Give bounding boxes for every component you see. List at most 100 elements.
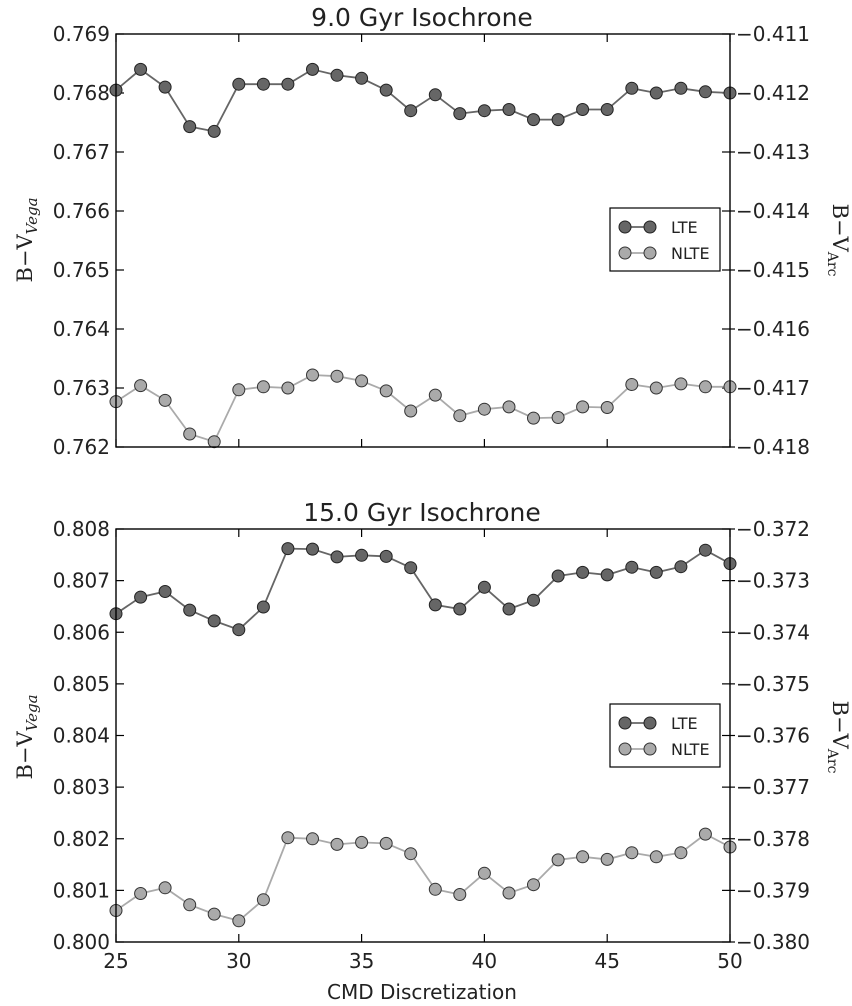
chart-title: 15.0 Gyr Isochrone [303, 498, 541, 527]
data-point-lte [306, 542, 319, 556]
data-point-nlte [576, 400, 590, 414]
y-right-tick-label: −0.379 [736, 878, 810, 902]
data-point-nlte [256, 380, 270, 394]
data-point-nlte [281, 381, 295, 395]
data-point-lte [674, 560, 688, 574]
legend-lte-marker [618, 716, 632, 730]
y-tick-label: 0.762 [53, 435, 110, 459]
y-tick-label: 0.763 [53, 376, 110, 400]
data-point-nlte [232, 914, 246, 928]
data-point-lte [674, 81, 688, 95]
data-point-nlte [355, 374, 369, 388]
data-point-nlte [183, 427, 197, 441]
y-tick-label: 0.801 [53, 878, 110, 902]
series-line-lte [115, 68, 731, 133]
data-point-lte [600, 103, 614, 116]
data-point-lte [158, 585, 172, 598]
data-point-lte [625, 81, 639, 95]
y-right-tick-label: −0.373 [736, 569, 810, 593]
data-point-lte [232, 623, 246, 637]
y-tick-label: 0.800 [53, 930, 110, 954]
data-point-nlte [306, 368, 319, 382]
y-right-tick-label: −0.374 [736, 620, 810, 644]
y-right-tick-label: −0.412 [736, 81, 810, 105]
data-point-nlte [502, 886, 516, 900]
panel-bottom: 15.0 Gyr Isochrone B−VVega B−VArc 0.800 0… [13, 498, 852, 1004]
y-tick-label: 0.803 [53, 775, 110, 799]
data-point-nlte [527, 878, 540, 892]
data-point-lte [355, 71, 369, 85]
legend-lte-label: LTE [671, 714, 698, 733]
data-point-nlte [600, 401, 614, 414]
data-point-lte [134, 590, 148, 604]
data-point-lte [698, 85, 712, 99]
data-point-lte [207, 124, 221, 138]
data-point-lte [256, 77, 270, 91]
legend-nlte-marker [618, 246, 632, 260]
data-point-lte [281, 77, 295, 91]
data-point-nlte [306, 832, 319, 846]
data-point-nlte [207, 435, 221, 449]
data-point-nlte [649, 381, 663, 395]
data-point-nlte [232, 383, 246, 397]
y-right-tick-label: −0.376 [736, 724, 810, 748]
y-tick-label: 0.767 [53, 140, 110, 164]
y-tick-label: 0.766 [53, 199, 110, 223]
data-point-lte [428, 88, 442, 102]
x-tick-label: 50 [717, 949, 742, 973]
plot-area: 0.800 0.801 0.802 0.803 0.804 0.805 0.806 0.807… [53, 517, 810, 973]
data-point-nlte [428, 882, 442, 896]
y-axis-label: B−VVega [13, 694, 41, 779]
data-point-lte [379, 549, 393, 563]
data-point-lte [183, 603, 197, 617]
y-right-tick-label: −0.413 [736, 140, 810, 164]
data-point-nlte [158, 881, 172, 895]
legend-lte-marker [643, 220, 657, 234]
data-point-nlte [453, 409, 467, 423]
data-point-nlte [674, 377, 688, 391]
data-point-nlte [551, 411, 565, 424]
data-point-lte [625, 560, 639, 574]
plot-area: 0.762 0.763 0.764 0.765 0.766 0.767 0.768 0.769… [53, 22, 810, 459]
legend: LTE NLTE [609, 703, 721, 768]
data-point-nlte [281, 831, 295, 845]
data-point-nlte [158, 393, 172, 407]
data-point-lte [477, 580, 491, 594]
y-tick-label: 0.808 [53, 517, 110, 541]
legend-nlte-label: NLTE [671, 740, 710, 759]
data-point-lte [355, 548, 369, 562]
data-point-nlte [625, 378, 639, 391]
data-point-nlte [576, 850, 590, 864]
y-tick-label: 0.806 [53, 620, 110, 644]
data-point-lte [576, 103, 590, 116]
data-point-nlte [527, 411, 540, 425]
data-point-lte [232, 77, 246, 91]
y-right-tick-label: −0.417 [736, 376, 810, 400]
data-point-nlte [355, 835, 369, 849]
legend-nlte-marker [643, 246, 657, 260]
y-right-tick-label: −0.418 [736, 435, 810, 459]
legend-lte-label: LTE [671, 218, 698, 237]
data-point-nlte [453, 888, 467, 901]
y-right-tick-label: −0.411 [736, 22, 810, 46]
y-axis-right-label: B−VArc [824, 701, 852, 774]
data-point-lte [649, 86, 663, 100]
data-point-nlte [600, 852, 614, 866]
legend-nlte-label: NLTE [671, 244, 710, 263]
data-point-lte [183, 120, 197, 134]
legend-lte-marker [643, 716, 657, 730]
panel-top: 9.0 Gyr Isochrone B−VVega B−VArc 0.7620.… [13, 3, 852, 459]
data-point-nlte [649, 850, 663, 864]
data-point-nlte [379, 836, 393, 850]
data-point-nlte [428, 388, 442, 402]
series-line-lte [115, 547, 731, 631]
y-tick-label: 0.768 [53, 81, 110, 105]
y-right-tick-label: −0.414 [736, 199, 810, 223]
data-point-lte [404, 104, 418, 118]
y-axis-right-label: B−VArc [824, 204, 852, 277]
data-point-nlte [256, 893, 270, 907]
plot-frame [115, 33, 731, 448]
data-point-lte [306, 62, 319, 76]
data-point-nlte [698, 380, 712, 394]
